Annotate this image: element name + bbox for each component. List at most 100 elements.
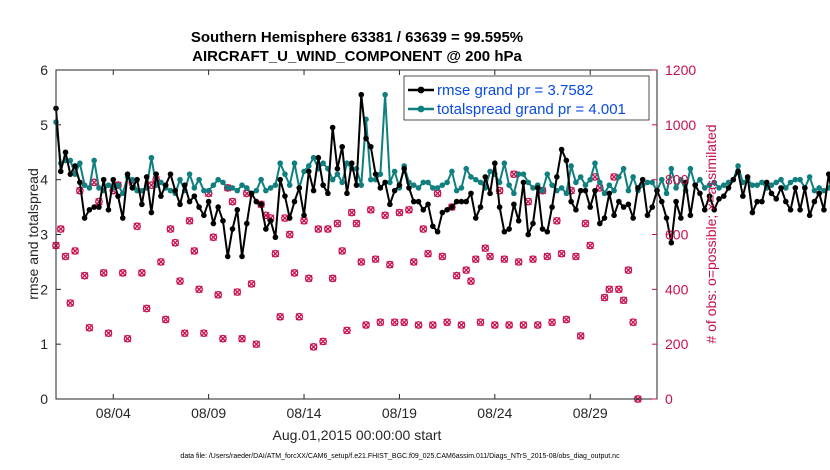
footnote: data file: /Users/raeder/DAI/ATM_forcXX/…	[180, 453, 620, 460]
totalspread-point	[272, 182, 279, 188]
totalspread-point	[410, 182, 417, 188]
totalspread-point	[310, 154, 317, 161]
rmse-point	[768, 190, 775, 197]
totalspread-point	[105, 182, 112, 188]
obs-possible-marker	[457, 321, 466, 329]
rmse-point	[759, 198, 765, 205]
rmse-point	[410, 198, 417, 205]
rmse-point	[167, 171, 174, 177]
rmse-point	[339, 143, 345, 150]
obs-count-point	[343, 326, 351, 335]
rmse-point	[620, 204, 627, 210]
rmse-point	[816, 190, 822, 197]
rmse-point	[735, 168, 741, 175]
rmse-point	[425, 201, 431, 208]
rmse-point	[592, 187, 598, 194]
totalspread-point	[520, 171, 527, 177]
totalspread-point	[797, 176, 803, 183]
totalspread-point	[754, 182, 760, 188]
rmse-point	[430, 223, 436, 230]
legend-spread-label: totalspread grand pr = 4.001	[437, 101, 626, 118]
obs-possible-marker	[247, 279, 256, 288]
obs-possible-marker	[605, 285, 614, 294]
totalspread-point	[577, 174, 584, 180]
totalspread-point	[277, 160, 283, 167]
obs-possible-marker	[276, 312, 285, 321]
rmse-point	[587, 204, 594, 210]
totalspread-point	[606, 182, 613, 188]
totalspread-point	[258, 176, 264, 183]
rmse-point	[243, 220, 250, 227]
obs-possible-marker	[190, 247, 199, 255]
obs-count-point	[371, 255, 380, 264]
obs-assimilated-marker	[352, 219, 361, 228]
obs-possible-marker	[233, 288, 242, 296]
obs-count-point	[309, 343, 318, 351]
obs-possible-marker	[123, 334, 132, 343]
obs-possible-marker	[419, 225, 428, 233]
rmse-point	[458, 198, 465, 205]
obs-count-point	[138, 269, 146, 277]
rmse-point	[616, 198, 622, 205]
obs-possible-marker	[352, 219, 361, 228]
rmse-point	[821, 207, 827, 213]
totalspread-point	[596, 179, 603, 186]
obs-assimilated-marker	[100, 269, 108, 277]
obs-count-point	[490, 321, 499, 329]
obs-possible-marker	[180, 329, 189, 338]
obs-assimilated-marker	[410, 258, 418, 266]
obs-possible-marker	[56, 225, 65, 233]
totalspread-point	[663, 190, 670, 197]
rmse-point	[778, 185, 784, 191]
totalspread-point	[711, 179, 718, 186]
obs-count-point	[462, 266, 471, 274]
totalspread-point	[506, 182, 512, 188]
obs-count-point	[180, 329, 189, 338]
obs-count-point	[142, 304, 151, 313]
rmse-point	[57, 168, 64, 175]
obs-assimilated-marker	[610, 173, 618, 181]
obs-possible-marker	[600, 293, 609, 302]
totalspread-point	[768, 182, 775, 188]
obs-count-point	[572, 252, 580, 261]
obs-assimilated-marker	[629, 318, 637, 326]
obs-assimilated-marker	[214, 291, 222, 299]
obs-count-point	[376, 318, 385, 327]
obs-possible-marker	[319, 337, 327, 346]
obs-count-point	[624, 266, 633, 274]
rmse-point	[153, 171, 159, 177]
obs-count-point	[56, 225, 65, 233]
obs-count-point	[419, 225, 428, 233]
obs-count-point	[357, 258, 366, 266]
rmse-point	[611, 212, 617, 219]
obs-possible-marker	[552, 216, 561, 225]
obs-count-point	[433, 189, 442, 198]
obs-possible-marker	[529, 255, 537, 264]
rmse-point	[625, 201, 632, 208]
rmse-point	[811, 198, 818, 205]
right-tick-label: 600	[665, 227, 689, 243]
rmse-point	[143, 174, 150, 180]
obs-assimilated-marker	[371, 255, 380, 263]
right-tick-label: 200	[665, 336, 689, 352]
totalspread-point	[234, 187, 241, 194]
totalspread-point	[806, 174, 813, 180]
obs-possible-marker	[414, 321, 423, 329]
obs-assimilated-marker	[615, 285, 623, 293]
rmse-point	[568, 198, 574, 205]
obs-possible-marker	[166, 225, 175, 233]
obs-assimilated-marker	[453, 271, 461, 280]
obs-count-point	[171, 238, 180, 247]
totalspread-point	[625, 187, 632, 194]
obs-possible-marker	[438, 252, 447, 261]
obs-possible-marker	[99, 269, 108, 277]
rmse-point	[682, 179, 689, 186]
rmse-point	[782, 198, 789, 205]
obs-possible-marker	[85, 323, 94, 332]
obs-count-point	[328, 274, 337, 283]
rmse-point	[477, 204, 484, 210]
rmse-point	[673, 198, 679, 205]
obs-possible-marker	[157, 258, 165, 266]
obs-possible-marker	[576, 332, 585, 340]
rmse-point	[401, 165, 407, 172]
